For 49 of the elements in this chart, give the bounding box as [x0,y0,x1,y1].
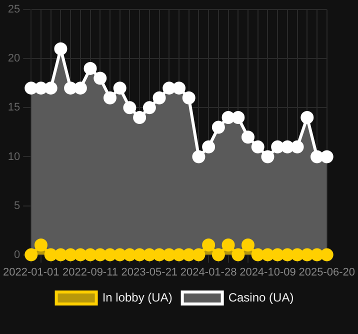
point [103,91,116,104]
point [202,140,216,154]
point [133,110,146,124]
point [142,101,156,114]
point [24,82,38,95]
x-tick-label: 2023-05-21 [121,266,178,278]
point [320,150,334,164]
point [182,91,196,104]
point [172,82,186,95]
point [310,150,324,164]
point [222,238,235,252]
point [280,140,294,154]
point [222,110,235,124]
point [84,62,97,75]
point [113,82,126,95]
point [74,82,87,95]
legend-label: In lobby (UA) [102,290,172,304]
point [212,120,225,134]
point [261,150,274,164]
x-tick-label: 2022-09-11 [62,266,118,278]
point [54,42,68,56]
point [290,140,304,154]
point [242,130,255,144]
legend-label: Casino (UA) [228,290,294,304]
point [123,101,136,114]
y-tick-label: 25 [8,4,20,16]
point [242,238,255,252]
point [162,82,176,95]
point [34,82,48,95]
point [300,110,314,124]
x-tick-label: 2024-10-09 [240,266,296,278]
x-tick-label: 2022-01-01 [2,266,60,278]
point [64,82,78,95]
x-tick-label: 2024-01-28 [180,266,237,278]
y-tick-label: 10 [8,150,20,163]
y-tick-label: 5 [14,200,20,212]
point [44,82,58,95]
point [94,72,107,85]
point [271,140,284,154]
y-tick-label: 20 [8,52,20,65]
point [202,238,216,252]
x-tick-label: 2025-06-20 [298,266,356,278]
point [152,91,166,104]
y-tick-label: 0 [14,248,20,261]
point [192,150,206,164]
point [232,110,245,124]
y-tick-label: 15 [8,102,20,114]
point [251,140,264,154]
point [34,238,48,252]
